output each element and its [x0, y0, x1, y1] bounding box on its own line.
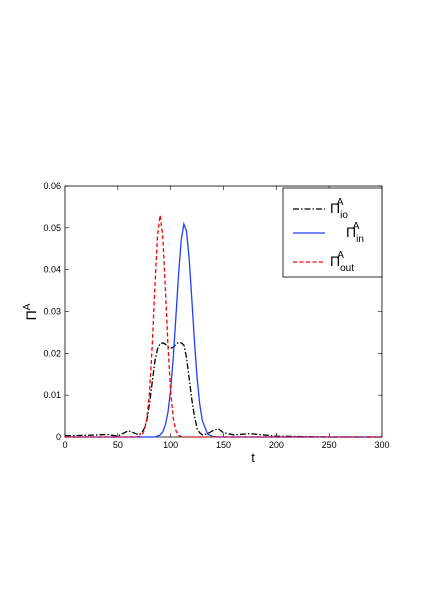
legend-label-base: Π — [346, 224, 356, 240]
legend-label-sub: out — [340, 263, 354, 274]
legend-label-sub: io — [340, 210, 348, 221]
y-tick-label: 0.03 — [43, 307, 61, 317]
legend-label-sup: A — [353, 221, 360, 232]
x-tick-label: 0 — [62, 440, 67, 450]
series-line — [65, 215, 382, 438]
y-tick-label: 0.05 — [43, 223, 61, 233]
y-label-base: Π — [23, 310, 39, 320]
y-tick-label: 0 — [56, 432, 61, 442]
legend-label-sup: A — [337, 250, 344, 261]
legend-label-base: Π — [330, 200, 340, 216]
x-tick-label: 200 — [269, 440, 284, 450]
x-tick-label: 150 — [216, 440, 231, 450]
legend-label-base: Π — [330, 253, 340, 269]
y-tick-label: 0.02 — [43, 348, 61, 358]
legend-label: Πin A — [346, 221, 364, 245]
y-axis-label: ΠA — [22, 303, 39, 320]
series-line — [65, 221, 382, 438]
y-tick-label: 0.01 — [43, 390, 61, 400]
y-label-sup: A — [22, 303, 33, 310]
x-tick-label: 100 — [163, 440, 178, 450]
x-tick-label: 50 — [113, 440, 123, 450]
legend-label-sub: in — [356, 234, 364, 245]
y-tick-label: 0.06 — [43, 181, 61, 191]
legend-label: Πio A — [330, 197, 348, 221]
legend-label-sup: A — [337, 197, 344, 208]
x-axis-label: t — [251, 450, 255, 465]
x-tick-label: 300 — [374, 440, 389, 450]
x-tick-label: 250 — [322, 440, 337, 450]
y-tick-label: 0.04 — [43, 265, 61, 275]
legend-label: Πout A — [330, 250, 354, 274]
